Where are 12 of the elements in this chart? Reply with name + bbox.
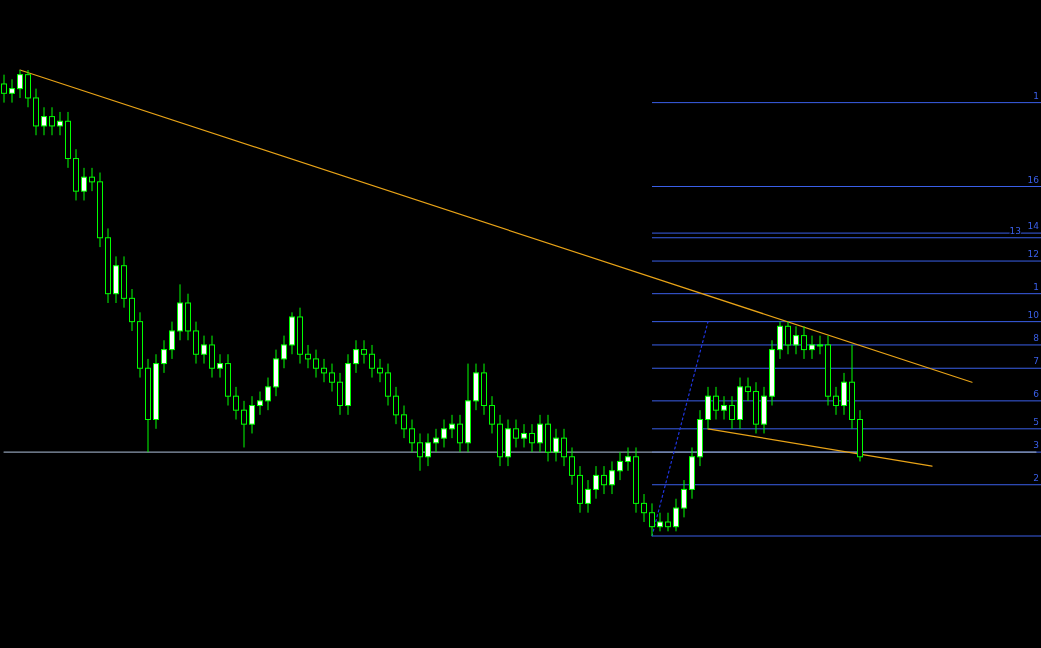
annotation: 5 <box>1033 416 1039 427</box>
annotation: 1 <box>1033 90 1039 101</box>
annotation: 6 <box>1033 388 1040 399</box>
annotation: 12 <box>1027 249 1039 260</box>
annotation: 7 <box>1033 356 1039 367</box>
annotation: 3 <box>1033 440 1039 451</box>
annotation: 2 <box>1033 472 1039 483</box>
annotation: 16 <box>1027 174 1040 185</box>
annotation: 10 <box>1027 309 1040 320</box>
annotation: 14 <box>1027 221 1040 232</box>
annotation: 1 <box>1033 281 1039 292</box>
annotation: 8 <box>1033 332 1040 343</box>
